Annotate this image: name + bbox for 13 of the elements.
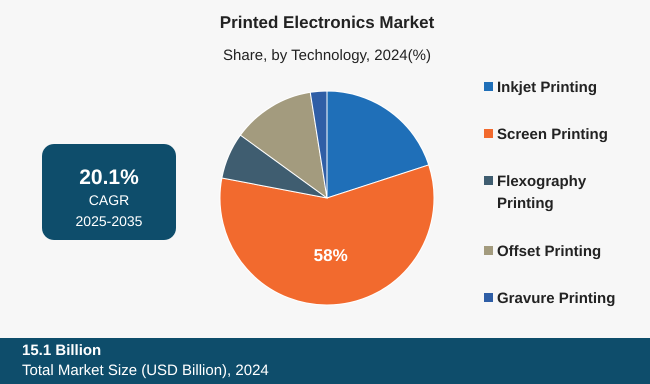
legend-label: Screen Printing [497, 126, 608, 143]
legend-label: Flexography Printing [497, 172, 587, 212]
chart-subtitle: Share, by Technology, 2024(%) [223, 47, 431, 64]
text: Total Market Size (USD Billion), 2024 [22, 362, 269, 379]
text: 2025-2035 [76, 213, 143, 229]
text: CAGR [88, 192, 130, 208]
data-label: 58% [314, 246, 348, 266]
legend-label: Offset Printing [497, 242, 602, 260]
legend-label: Gravure Printing [497, 290, 616, 307]
text: 15.1 Billion [22, 342, 102, 359]
text: 20.1% [79, 166, 140, 189]
chart-title: Printed Electronics Market [220, 13, 435, 32]
legend-label: Inkjet Printing [497, 78, 598, 96]
